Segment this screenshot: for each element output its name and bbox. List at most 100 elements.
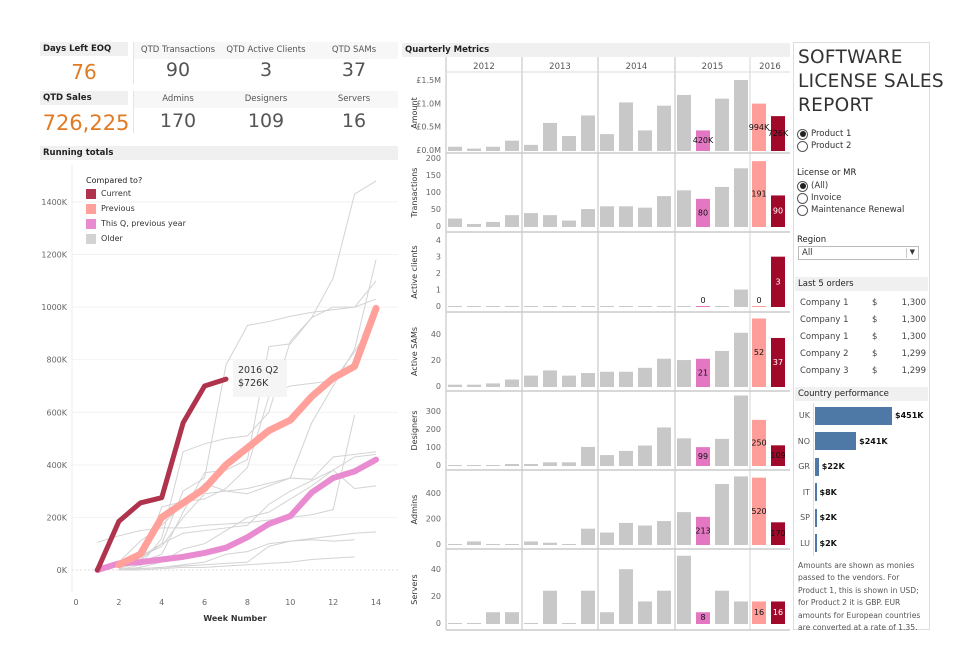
bar bbox=[543, 306, 557, 307]
bar bbox=[696, 516, 710, 545]
bar bbox=[715, 306, 729, 307]
bar bbox=[619, 450, 633, 466]
legend-item[interactable]: Current bbox=[86, 186, 186, 201]
bar bbox=[638, 601, 652, 624]
license-filter: (All) Invoice Maintenance Renewal bbox=[797, 180, 904, 216]
panel-axis-title: Designers bbox=[410, 411, 419, 451]
y-tick-label: 600K bbox=[46, 408, 67, 417]
country-code: SP bbox=[800, 513, 810, 523]
bar bbox=[657, 521, 671, 545]
country-bar bbox=[815, 483, 817, 502]
bar bbox=[448, 218, 462, 227]
country-bar bbox=[815, 406, 892, 425]
radio-invoice[interactable]: Invoice bbox=[797, 192, 904, 204]
order-amount: 1,300 bbox=[901, 331, 926, 342]
region-dropdown[interactable]: All ▼ bbox=[798, 246, 919, 260]
y-tick-label: 1 bbox=[436, 286, 441, 295]
currency-note: Amounts are shown as monies passed to th… bbox=[798, 561, 921, 633]
country-row: NO $241K bbox=[795, 428, 928, 454]
bar bbox=[619, 102, 633, 151]
bar bbox=[581, 115, 595, 151]
bar bbox=[715, 186, 729, 227]
bar bbox=[677, 438, 691, 466]
bar bbox=[524, 213, 538, 227]
country-bar bbox=[815, 432, 857, 451]
bar bbox=[771, 195, 785, 227]
current-series-line bbox=[94, 376, 229, 573]
country-value-label: $8K bbox=[819, 487, 837, 497]
year-header: 2012 bbox=[473, 62, 495, 72]
bar bbox=[696, 306, 710, 307]
radio-product-2[interactable]: Product 2 bbox=[797, 140, 851, 152]
y-tick-label: 150 bbox=[426, 171, 441, 180]
title-line: SOFTWARE bbox=[798, 47, 903, 68]
y-tick-label: 200K bbox=[46, 513, 67, 522]
bar-data-label: 80 bbox=[698, 208, 708, 217]
bar bbox=[448, 623, 462, 624]
bar-data-label: 250 bbox=[751, 438, 766, 447]
bar bbox=[600, 612, 614, 624]
radio-selected-icon bbox=[797, 180, 808, 192]
country-row: IT $8K bbox=[795, 479, 928, 505]
quarterly-metrics-chart: 2012 2013 2014 2015 2016Amount£0.0M£0.5M£1.0… bbox=[410, 57, 790, 631]
order-row: Company 1 $1,300 bbox=[800, 328, 926, 345]
y-tick-label: 0 bbox=[436, 302, 441, 311]
panel-axis-title: Active SAMs bbox=[410, 327, 419, 376]
legend-item[interactable]: This Q, previous year bbox=[86, 216, 186, 231]
bar bbox=[486, 221, 500, 227]
radio-all[interactable]: (All) bbox=[797, 180, 904, 192]
bar bbox=[543, 370, 557, 387]
radio-maintenance-renewal[interactable]: Maintenance Renewal bbox=[797, 204, 904, 216]
radio-label: Invoice bbox=[811, 193, 842, 203]
x-tick-label: 12 bbox=[328, 598, 338, 607]
bar-data-label: 99 bbox=[698, 452, 708, 461]
legend-item[interactable]: Older bbox=[86, 231, 186, 246]
year-header: 2013 bbox=[549, 62, 571, 72]
y-tick-label: 300 bbox=[426, 407, 441, 416]
bar bbox=[696, 358, 710, 387]
bar bbox=[467, 541, 481, 545]
y-tick-label: 20 bbox=[431, 356, 441, 365]
bar bbox=[505, 379, 519, 387]
y-tick-label: £0.0M bbox=[416, 146, 441, 155]
qtd-sams-value: 37 bbox=[341, 59, 367, 81]
bar bbox=[543, 542, 557, 545]
bar bbox=[486, 544, 500, 545]
bar bbox=[486, 383, 500, 387]
bar bbox=[677, 306, 691, 307]
bar bbox=[562, 306, 576, 307]
bar-data-label: 90 bbox=[773, 207, 783, 216]
bar bbox=[600, 371, 614, 387]
bar bbox=[696, 198, 710, 227]
legend-label: Current bbox=[101, 189, 132, 198]
y-tick-label: 200 bbox=[426, 154, 441, 163]
bar bbox=[543, 462, 557, 466]
x-tick-label: 14 bbox=[371, 598, 381, 607]
qtd-active-clients-value: 3 bbox=[259, 59, 273, 81]
y-tick-label: 1000K bbox=[41, 303, 67, 312]
tooltip-line2: $726K bbox=[238, 378, 269, 389]
radio-product-1[interactable]: Product 1 bbox=[797, 128, 851, 140]
bar-data-label: 16 bbox=[754, 608, 764, 617]
running-totals-chart: 0K 200K 400K 600K 800K 1000K 1200K 1400K 0 2 4 6 8 10… bbox=[41, 165, 398, 607]
bar-data-label: 3 bbox=[775, 277, 780, 286]
y-tick-label: 1400K bbox=[41, 198, 67, 207]
order-currency: $ bbox=[872, 314, 878, 325]
bar bbox=[657, 196, 671, 227]
legend-swatch bbox=[86, 188, 96, 199]
x-tick-label: 8 bbox=[245, 598, 250, 607]
bar bbox=[505, 544, 519, 545]
last-orders-title: Last 5 orders bbox=[795, 277, 928, 291]
country-value-label: $241K bbox=[859, 436, 888, 446]
bar bbox=[486, 465, 500, 466]
country-code: LU bbox=[800, 538, 810, 548]
radio-label: (All) bbox=[811, 181, 829, 191]
bar bbox=[505, 464, 519, 466]
bar bbox=[657, 306, 671, 307]
bar bbox=[715, 98, 729, 151]
bar bbox=[619, 306, 633, 307]
title-line: LICENSE SALES bbox=[798, 71, 944, 92]
country-performance-title: Country performance bbox=[795, 387, 928, 401]
bar bbox=[619, 371, 633, 387]
legend-item[interactable]: Previous bbox=[86, 201, 186, 216]
